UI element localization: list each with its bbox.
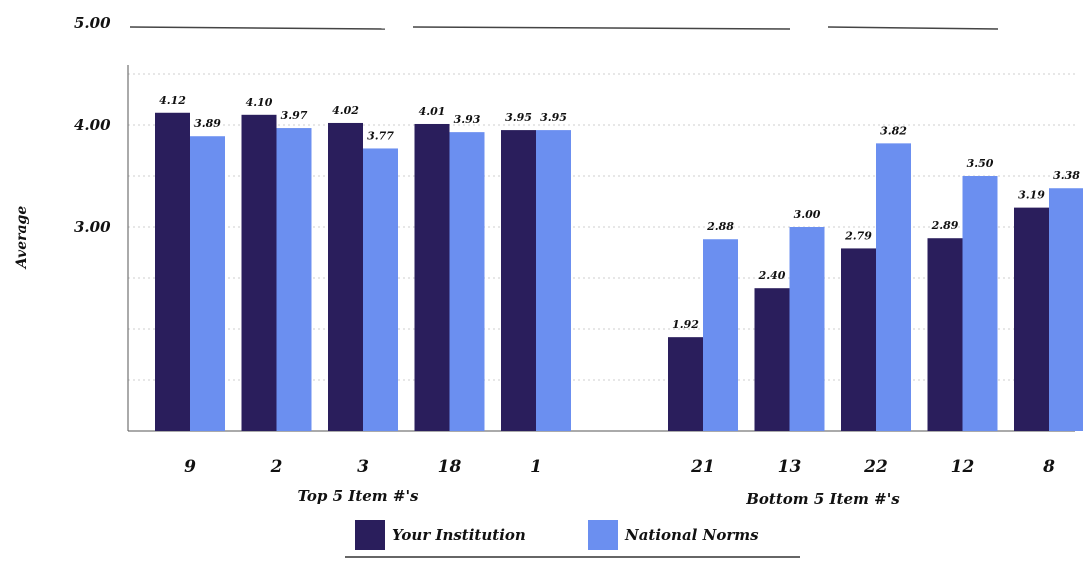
data-label: 2.89 (931, 219, 959, 232)
x-tick-label: 12 (951, 457, 975, 477)
top-line-segment (827, 26, 999, 30)
bar (789, 227, 825, 431)
bar (754, 288, 790, 431)
bar (190, 136, 225, 431)
data-label: 1.92 (672, 318, 699, 331)
x-tick-label: 9 (184, 457, 196, 477)
legend-swatch-your-institution (355, 520, 385, 550)
bar (241, 114, 277, 432)
bar (1014, 207, 1049, 431)
data-label: 3.89 (194, 117, 221, 130)
bar (841, 248, 876, 431)
data-label: 4.12 (159, 94, 186, 107)
data-label: 3.38 (1053, 169, 1080, 182)
y-tick-label: 4.00 (74, 116, 111, 134)
data-label: 3.93 (454, 113, 481, 126)
bars (155, 112, 1083, 432)
x-tick-label: 21 (690, 457, 715, 477)
bar (962, 176, 998, 431)
data-label: 3.97 (281, 109, 308, 122)
top-line-segment (412, 26, 791, 30)
data-label: 3.82 (880, 124, 907, 137)
bar (276, 128, 312, 431)
data-label: 4.10 (246, 96, 273, 109)
data-label: 3.50 (967, 157, 994, 170)
tick-labels: 5.00 4.00 3.00 9 2 3 18 1 21 13 22 12 8 (74, 14, 1055, 477)
bar (328, 122, 363, 432)
bar (536, 130, 571, 431)
y-tick-label: 5.00 (74, 14, 111, 32)
data-label: 2.88 (706, 220, 734, 233)
x-tick-label: 2 (270, 457, 283, 477)
legend-swatch-national-norms (588, 520, 618, 550)
bar (1049, 188, 1083, 431)
bar (501, 130, 536, 431)
group-label-bottom: Bottom 5 Item #'s (745, 490, 900, 508)
bar (668, 337, 703, 431)
data-label: 3.95 (505, 111, 532, 124)
legend: Your Institution National Norms (345, 520, 800, 558)
data-label: 3.77 (367, 129, 394, 142)
legend-label-national-norms: National Norms (624, 526, 759, 544)
top-line-segment (129, 26, 386, 30)
data-label: 4.01 (419, 105, 446, 118)
data-label: 4.02 (332, 104, 359, 117)
x-tick-label: 13 (778, 457, 802, 477)
legend-label-your-institution: Your Institution (392, 526, 526, 544)
x-tick-label: 3 (357, 457, 369, 477)
data-label: 3.00 (794, 208, 821, 221)
bar (876, 143, 911, 432)
data-label: 3.95 (540, 111, 567, 124)
group-label-top: Top 5 Item #'s (297, 487, 419, 505)
y-axis-label: Average (14, 206, 30, 271)
bar (927, 238, 963, 431)
data-label: 2.79 (844, 229, 872, 242)
bar (363, 148, 398, 431)
x-tick-label: 1 (530, 457, 542, 477)
x-tick-label: 18 (438, 457, 462, 477)
x-tick-label: 22 (863, 457, 888, 477)
value-labels: 4.12 3.89 4.10 3.97 4.02 3.77 4.01 3.93 3.95 3.95… (159, 94, 1080, 331)
bar (155, 112, 190, 431)
x-tick-label: 8 (1042, 457, 1055, 477)
bar (414, 123, 450, 431)
bar (703, 239, 738, 431)
data-label: 2.40 (758, 269, 786, 282)
bar (449, 132, 485, 431)
y-tick-label: 3.00 (74, 218, 111, 236)
data-label: 3.19 (1018, 189, 1045, 202)
